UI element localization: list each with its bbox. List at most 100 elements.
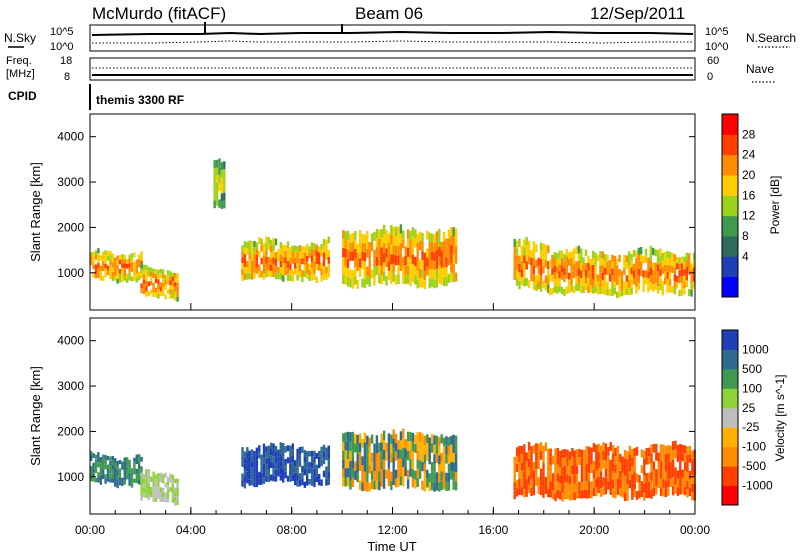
echo-cell [130,262,134,268]
echo-cell [542,471,545,481]
echo-cell [368,277,371,287]
echo-cell [592,272,595,280]
echo-cell [104,259,107,264]
echo-cell [404,457,407,467]
echo-cell [286,475,290,482]
echo-cell [255,460,259,468]
echo-cell [145,469,148,475]
echo-cell [313,456,316,463]
echo-cell [218,174,221,184]
echo-cell [673,281,676,288]
echo-cell [176,496,179,501]
echo-cell [116,255,119,261]
echo-cell [539,486,543,496]
echo-cell [520,462,524,471]
echo-cell [643,492,646,501]
echo-cell [358,452,362,462]
echo-cell [551,473,555,482]
echo-cell [220,193,224,202]
echo-cell [438,473,441,483]
echo-cell [676,275,679,283]
echo-cell [277,249,280,256]
echo-cell [159,268,162,274]
echo-cell [282,263,285,270]
echo-cell [253,247,256,254]
echo-cell [363,481,367,491]
echo-cell [140,466,143,471]
echo-cell [523,453,526,462]
echo-cell [535,460,538,469]
echo-cell [399,224,403,234]
cpid-value: themis 3300 RF [96,93,184,107]
echo-cell [683,470,687,479]
echo-cell [438,237,441,248]
echo-cell [255,261,259,268]
echo-cell [176,487,179,492]
echo-cell [667,453,670,462]
echo-cell [114,477,117,482]
echo-cell [685,280,688,288]
echo-cell [286,445,290,452]
echo-cell [539,283,543,292]
echo-cell [246,447,249,454]
echo-cell [164,279,167,285]
echo-cell [291,275,294,282]
echo-cell [583,457,586,466]
echo-cell [595,461,598,471]
echo-cell [270,264,273,271]
echo-cell [397,449,400,459]
echo-cell [291,449,294,456]
echo-cell [373,443,376,453]
echo-cell [342,442,345,451]
echo-cell [606,281,609,289]
echo-cell [250,260,254,267]
echo-cell [544,252,548,260]
echo-cell [385,257,388,267]
echo-cell [625,281,628,289]
echo-cell [571,482,574,492]
echo-cell [445,454,448,464]
echo-cell [394,246,398,256]
echo-cell [404,439,407,449]
echo-cell [267,475,270,482]
echo-cell [97,477,100,483]
echo-cell [544,260,548,268]
echo-cell [602,459,605,469]
echo-cell [399,458,403,468]
echo-cell [390,471,393,481]
echo-cell [301,276,304,282]
echo-cell [654,283,657,290]
echo-cell [354,240,357,249]
echo-cell [267,445,270,452]
echo-cell [272,244,275,251]
echo-cell [344,231,347,241]
echo-cell [368,464,371,474]
x-tick-label: 12:00 [377,523,407,537]
echo-cell [296,474,299,481]
echo-cell [575,246,578,254]
echo-cell [90,466,93,472]
echo-cell [421,461,424,472]
echo-cell [370,434,374,444]
echo-cell [382,440,386,450]
echo-cell [135,468,138,474]
echo-cell [387,477,391,487]
echo-cell [421,242,424,252]
nsky-tick-low: 10^0 [50,41,74,53]
echo-cell [659,262,662,270]
echo-cell [294,257,297,263]
echo-cell [628,479,632,489]
echo-cell [298,251,302,259]
colorbar-swatch [722,349,738,370]
echo-cell [90,260,93,265]
echo-cell [669,470,672,479]
echo-cell [411,273,415,283]
echo-cell [649,245,652,254]
echo-cell [447,238,451,248]
echo-cell [250,449,254,456]
echo-cell [664,251,667,259]
echo-cell [442,437,446,447]
echo-cell [613,287,616,295]
echo-cell [596,287,600,295]
echo-cell [241,473,244,481]
